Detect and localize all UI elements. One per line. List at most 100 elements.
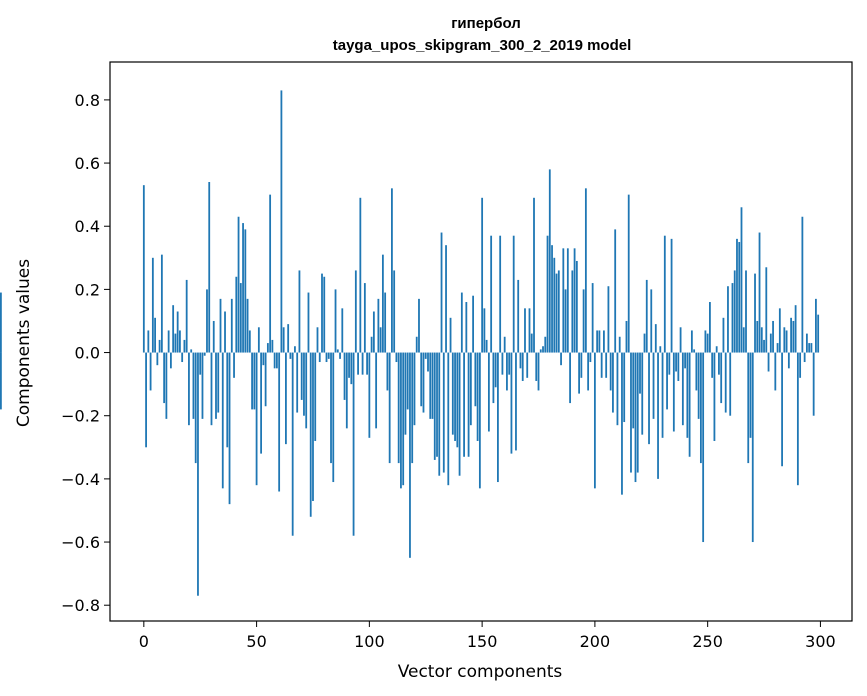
bar: [596, 330, 599, 353]
bar: [339, 352, 341, 359]
bar: [526, 352, 529, 378]
bar: [650, 289, 653, 353]
bars-group: [0, 90, 820, 596]
bar: [699, 352, 702, 464]
bar: [201, 352, 204, 419]
bar: [670, 238, 673, 353]
bar: [303, 352, 305, 416]
bar: [652, 352, 655, 419]
bar: [323, 276, 326, 353]
bar: [803, 352, 806, 363]
y-axis-label: Components values: [14, 259, 34, 427]
bar: [318, 352, 321, 363]
bar: [605, 352, 608, 378]
bar: [587, 352, 590, 391]
bar: [436, 352, 438, 457]
bar: [469, 352, 472, 426]
bar: [217, 352, 220, 413]
x-axis-ticks: 0 50 100 150 200 250 300: [139, 621, 836, 651]
bar: [564, 289, 567, 353]
plot-frame: [109, 61, 853, 622]
bar: [634, 352, 637, 483]
bar: [154, 317, 156, 353]
bar: [397, 352, 400, 464]
bar: [451, 352, 454, 435]
bar: [713, 352, 716, 441]
bar: [158, 339, 161, 353]
x-tick-label: 300: [805, 632, 836, 651]
y-tick-label: −0.4: [61, 470, 100, 489]
bar: [794, 305, 797, 353]
bar: [251, 352, 253, 410]
bar: [343, 352, 346, 400]
bar: [294, 346, 296, 353]
x-axis-label: Vector components: [398, 662, 563, 682]
bar: [476, 352, 479, 441]
bar: [724, 352, 727, 413]
bar: [0, 352, 2, 410]
bar: [571, 270, 574, 353]
bar: [309, 352, 312, 517]
bar: [560, 352, 562, 366]
bar: [169, 352, 172, 369]
bar: [521, 352, 524, 381]
bar: [697, 352, 700, 419]
bar: [478, 352, 481, 489]
bar: [598, 330, 601, 353]
bar: [433, 352, 436, 460]
bar: [517, 279, 520, 353]
bar: [174, 333, 177, 353]
bar: [562, 248, 565, 353]
bar: [548, 169, 551, 353]
bar: [289, 352, 292, 359]
bar: [796, 352, 799, 486]
bar: [706, 333, 709, 353]
bar: [296, 352, 299, 413]
bar: [503, 336, 506, 353]
bar: [718, 352, 720, 375]
bar: [300, 352, 303, 400]
bar: [510, 352, 513, 454]
bar: [307, 292, 310, 353]
bar: [632, 352, 635, 429]
bar: [262, 352, 265, 366]
bar: [352, 352, 355, 536]
bar: [641, 352, 644, 435]
bar: [715, 346, 718, 353]
bar: [348, 352, 350, 378]
bar: [298, 270, 301, 353]
bar: [481, 197, 484, 353]
bar: [769, 333, 772, 353]
bar: [203, 352, 206, 356]
bar: [147, 330, 150, 353]
bar: [573, 248, 576, 353]
bar: [359, 197, 362, 353]
bar: [224, 311, 226, 353]
bar: [474, 352, 477, 407]
bar: [172, 305, 175, 353]
bar: [582, 289, 585, 353]
bar: [181, 352, 184, 363]
bar: [192, 352, 195, 419]
bar: [544, 336, 547, 353]
bar: [271, 339, 274, 353]
bar: [657, 352, 659, 479]
bar: [792, 320, 795, 353]
y-tick-label: −0.6: [61, 533, 100, 552]
bar: [384, 292, 387, 353]
bar: [413, 352, 416, 426]
bar: [206, 289, 208, 353]
x-tick-label: 250: [692, 632, 723, 651]
bar: [575, 260, 578, 353]
bar: [593, 352, 596, 489]
bar: [551, 245, 553, 353]
bar: [648, 352, 650, 445]
bar: [704, 330, 707, 353]
bar: [778, 308, 781, 353]
bar: [711, 352, 714, 378]
bar: [463, 352, 465, 457]
bar: [600, 352, 603, 378]
bar: [273, 352, 276, 369]
bar: [149, 352, 152, 391]
bar: [801, 216, 804, 353]
